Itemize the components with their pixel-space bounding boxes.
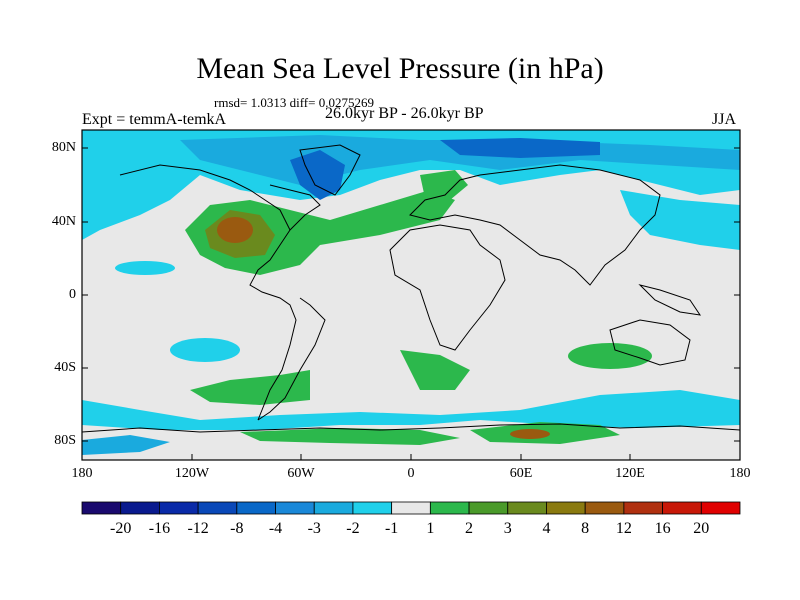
pressure-field [82, 130, 740, 460]
colorbar-swatch-6 [313, 501, 354, 515]
period-label: 26.0kyr BP - 26.0kyr BP [325, 105, 484, 122]
antarctica-coast [82, 423, 740, 433]
stats-text: rmsd= 1.0313 diff= 0.0275269 [214, 95, 374, 110]
colorbar-label-3: -8 [230, 520, 244, 537]
lon-label-60e: 60E [509, 466, 533, 481]
axis-ticks [81, 147, 741, 460]
north-america-positive-core [217, 217, 253, 243]
colorbar [81, 501, 741, 515]
colorbar-swatch-1 [120, 501, 160, 515]
colorbar-label-13: 12 [615, 520, 632, 537]
americas-west-coast [119, 164, 297, 421]
colorbar-swatch-13 [584, 501, 625, 515]
colorbar-swatch-10 [468, 501, 509, 515]
colorbar-label-1: -16 [148, 520, 171, 537]
colorbar-swatch-2 [159, 501, 199, 515]
lon-label-60w: 60W [287, 466, 315, 481]
lat-label-0: 0 [69, 287, 76, 302]
subtropical-negative-patch [115, 261, 175, 275]
colorbar-label-5: -3 [307, 520, 321, 537]
australia [609, 319, 691, 366]
scandinavia-positive [420, 170, 468, 200]
colorbar-label-4: -4 [268, 520, 283, 537]
colorbar-swatch-7 [352, 501, 393, 515]
colorbar-swatch-14 [623, 501, 663, 515]
south-america-positive [190, 370, 310, 405]
colorbar-swatch-0 [81, 501, 122, 515]
antarctic-negative-patch [82, 435, 170, 455]
colorbar-label-9: 2 [465, 520, 474, 537]
greenland [299, 144, 361, 196]
indonesia [638, 284, 702, 316]
colorbar-label-8: 1 [426, 520, 435, 537]
colorbar-swatch-4 [236, 501, 276, 515]
colorbar-label-11: 4 [542, 520, 551, 537]
lat-label-40s: 40S [54, 360, 76, 375]
lon-label-180e: 180 [729, 466, 751, 481]
colorbar-label-12: 8 [581, 520, 590, 537]
experiment-label: Expt = temmA-temkA [82, 111, 227, 128]
colorbar-swatch-12 [546, 501, 586, 515]
south-atlantic-positive [400, 350, 470, 390]
colorbar-swatch-9 [429, 501, 470, 515]
colorbar-swatch-3 [197, 501, 238, 515]
colorbar-label-15: 20 [693, 520, 710, 537]
colorbar-label-0: -20 [110, 520, 132, 537]
season-label: JJA [712, 111, 737, 128]
lon-label-120e: 120E [615, 466, 645, 481]
coastlines [82, 144, 740, 433]
colorbar-swatch-11 [507, 501, 547, 515]
antarctic-positive-west [240, 428, 460, 445]
eurasia [409, 164, 661, 286]
lat-label-80n: 80N [51, 140, 76, 155]
indian-ocean-positive [568, 343, 652, 369]
colorbar-swatch-16 [700, 501, 741, 515]
lon-label-0: 0 [407, 466, 415, 481]
siberia-negative-core [440, 138, 600, 158]
colorbar-swatch-8 [391, 501, 431, 515]
north-america-east-coast [269, 184, 321, 231]
south-pacific-negative [170, 338, 240, 362]
south-america-east-coast [257, 297, 326, 421]
colorbar-swatch-15 [662, 501, 702, 515]
lon-label-120w: 120W [174, 466, 210, 481]
lat-label-80s: 80S [54, 433, 76, 448]
map-title: Mean Sea Level Pressure (in hPa) [196, 52, 604, 85]
africa [389, 224, 506, 351]
colorbar-label-6: -2 [346, 520, 360, 537]
antarctic-positive-core [510, 429, 550, 439]
lat-label-40n: 40N [51, 214, 76, 229]
colorbar-label-2: -12 [187, 520, 209, 537]
colorbar-swatch-5 [275, 501, 315, 515]
colorbar-label-10: 3 [503, 520, 512, 537]
lon-label-180w: 180 [71, 466, 93, 481]
north-pacific-negative [620, 190, 740, 250]
colorbar-label-7: -1 [384, 520, 399, 537]
colorbar-label-14: 16 [654, 520, 671, 537]
